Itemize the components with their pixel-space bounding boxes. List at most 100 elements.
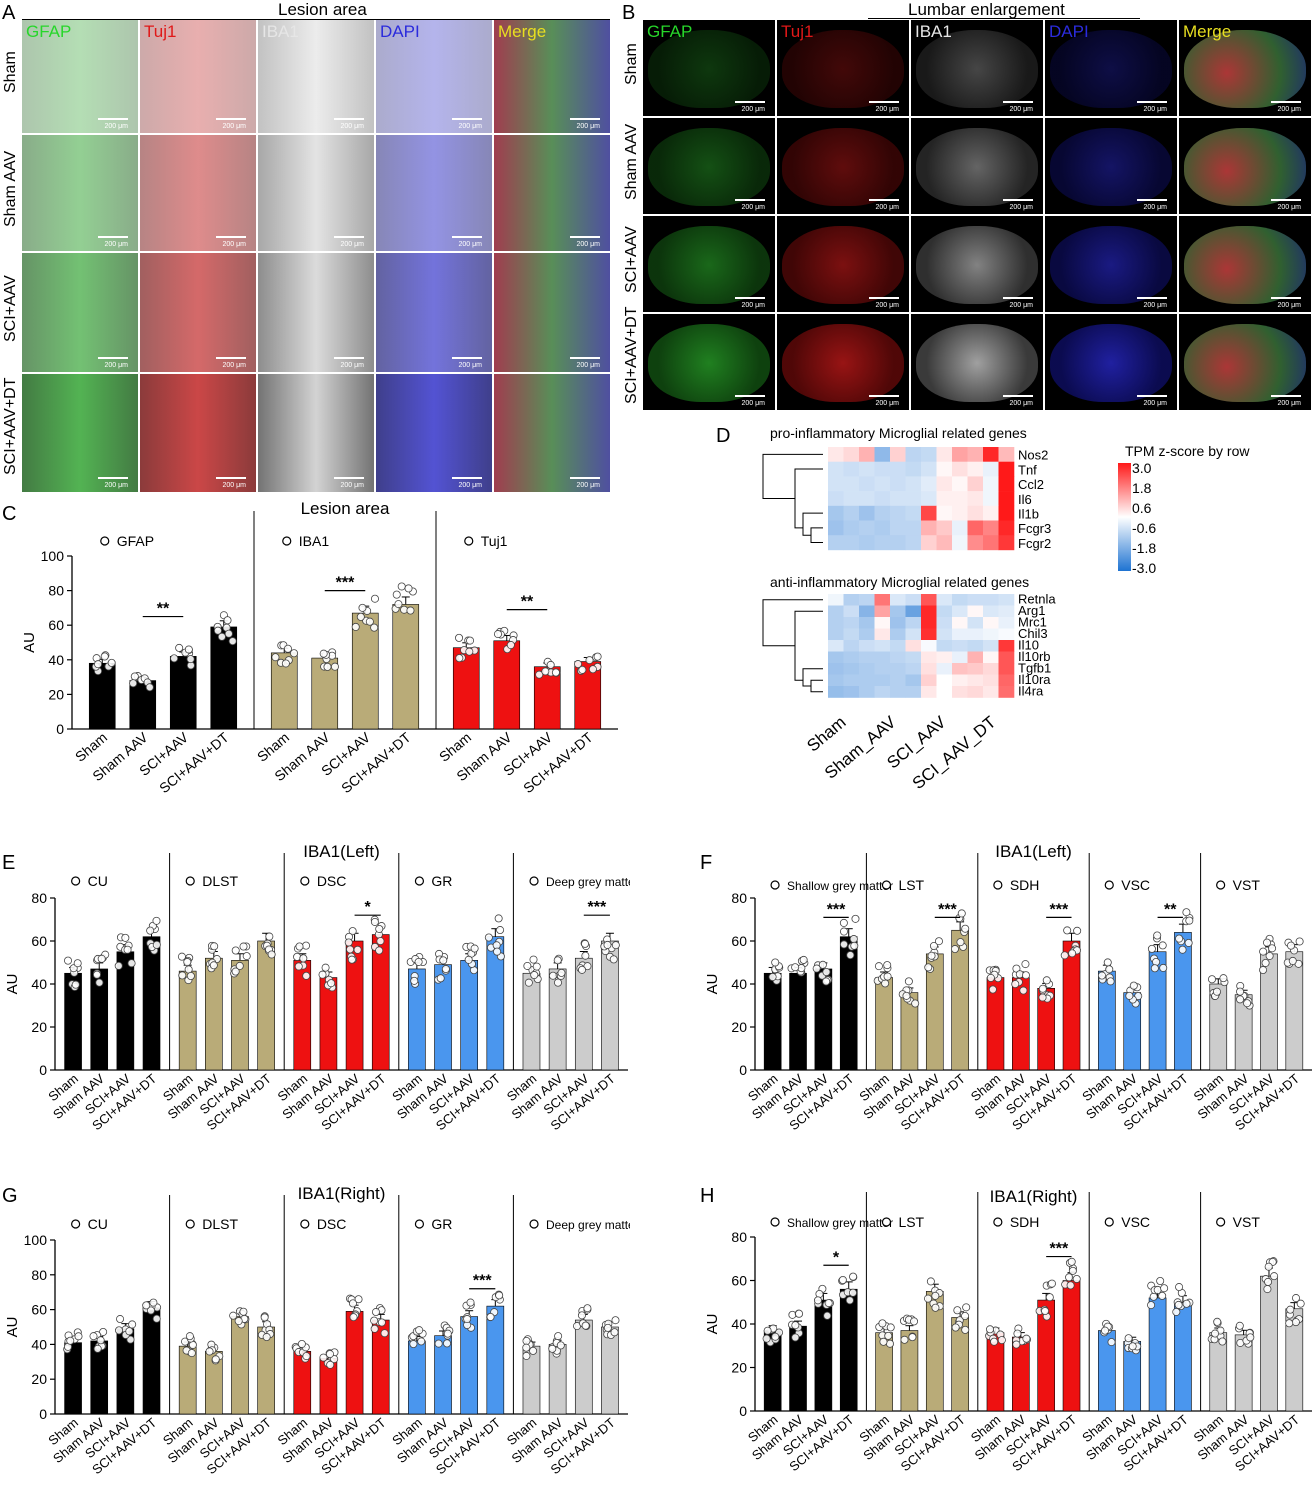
panel-b-cord-section — [916, 225, 1038, 305]
data-point — [486, 1312, 495, 1321]
legend-label-shallow-grey-matter: Shallow grey matter — [787, 879, 893, 893]
heatmap-cell — [828, 628, 844, 641]
data-point — [1022, 1334, 1031, 1343]
heatmap-cell — [905, 605, 922, 618]
data-point — [957, 909, 966, 918]
data-point — [813, 1296, 822, 1305]
data-point — [494, 914, 503, 923]
panel-label-c: C — [2, 503, 17, 525]
panel-b-image-sham-dapi: DAPI 200 μm — [1045, 20, 1177, 116]
panel-b-scalebar-label: 200 μm — [875, 302, 900, 309]
data-point — [484, 933, 493, 942]
heatmap-cell — [998, 605, 1015, 618]
data-point — [931, 1291, 940, 1300]
panel-b-scalebar-line — [1271, 297, 1301, 299]
chart-title: IBA1(Right) — [298, 1184, 386, 1203]
heatmap-cell — [952, 594, 968, 606]
data-point — [881, 979, 890, 988]
legend-marker — [881, 1217, 892, 1227]
panel-a-scalebar-label: 200 μm — [458, 362, 483, 369]
data-point — [1259, 966, 1268, 975]
chart-title: IBA1(Right) — [990, 1187, 1078, 1206]
y-tick-label: 100 — [41, 548, 65, 564]
gene-label-nos2: Nos2 — [1018, 448, 1048, 463]
heatmap-cell — [905, 663, 922, 675]
y-tick-label: 40 — [731, 1316, 747, 1332]
data-point — [1103, 958, 1112, 967]
data-point — [904, 977, 913, 986]
bar-shallow-grey-matter-sham — [763, 972, 782, 1071]
heatmap-cell — [936, 628, 953, 641]
heatmap-cell — [843, 461, 860, 477]
panel-a-image-sci-aav-dt-merge: 200 μm — [494, 374, 610, 492]
panel-b-scalebar-label: 200 μm — [1009, 400, 1034, 407]
heatmap-cell — [828, 535, 844, 551]
heatmap-cell — [921, 605, 937, 618]
heatmap-cell — [967, 617, 984, 629]
data-point — [549, 971, 558, 980]
heatmap-cell — [952, 686, 968, 698]
bar-dlst-sci-aav — [231, 1316, 249, 1415]
heatmap-cell — [874, 605, 891, 618]
data-point — [123, 945, 132, 954]
panel-b-scalebar-line — [735, 297, 765, 299]
panel-a-scalebar-label: 200 μm — [576, 241, 601, 248]
data-point — [126, 1335, 135, 1344]
data-point — [1150, 964, 1159, 973]
data-point — [931, 1303, 940, 1312]
heatmap-cell — [859, 640, 875, 652]
data-point — [1019, 986, 1028, 995]
panel-b-image-sci-aav-dt-merge: 200 μm — [1179, 314, 1311, 410]
panel-b-cord-section — [648, 225, 770, 305]
heatmap-cell — [843, 520, 860, 536]
data-point — [884, 1331, 893, 1340]
panel-b-scalebar-line — [1271, 199, 1301, 201]
data-point — [541, 667, 550, 676]
heatmap-cell — [998, 640, 1015, 652]
heatmap-cell — [936, 674, 953, 687]
data-point — [64, 956, 73, 965]
data-point — [1129, 981, 1138, 990]
panel-b-cord-section — [1050, 225, 1172, 305]
panel-label-e: E — [2, 852, 16, 874]
panel-b-row-label-sci-aav: SCI+AAV — [623, 226, 640, 294]
panel-a-image-sci-aav-gfap: 200 μm — [22, 253, 138, 372]
bar-gr-sci-aav — [460, 960, 478, 1071]
data-point — [436, 974, 445, 983]
data-point — [1236, 995, 1245, 1004]
data-point — [183, 958, 192, 967]
data-point — [581, 951, 590, 960]
data-point — [529, 1346, 538, 1355]
data-point — [125, 1327, 134, 1336]
data-point — [1068, 949, 1077, 958]
data-point — [1285, 1319, 1294, 1328]
legend-label-vst: VST — [1233, 1214, 1261, 1230]
panel-a-row-label-sham-aav: Sham AAV — [2, 150, 19, 227]
data-point — [929, 941, 938, 950]
legend-marker — [282, 536, 292, 546]
heatmap-d: pro-inflammatory Microglial related gene… — [762, 425, 1250, 793]
data-point — [886, 1323, 895, 1332]
data-point — [149, 1298, 158, 1307]
data-point — [326, 1360, 335, 1369]
data-point — [846, 951, 855, 960]
data-point — [585, 656, 594, 665]
heatmap-cell — [859, 491, 875, 507]
data-point — [1105, 965, 1114, 974]
data-point — [845, 1296, 854, 1305]
data-point — [1174, 1300, 1183, 1309]
panel-a-channel-label-merge: Merge — [498, 22, 547, 41]
data-point — [768, 972, 777, 981]
data-point — [1041, 1307, 1050, 1316]
heatmap-cell — [905, 535, 922, 551]
data-point — [330, 662, 339, 671]
data-point — [229, 1311, 238, 1320]
data-point — [1047, 1279, 1056, 1288]
data-point — [611, 1316, 620, 1325]
data-point — [1011, 980, 1020, 989]
heatmap-cell — [859, 447, 875, 462]
heatmap-cell — [967, 447, 984, 462]
heatmap-cell — [983, 520, 999, 536]
data-point — [839, 927, 848, 936]
data-point — [231, 967, 240, 976]
